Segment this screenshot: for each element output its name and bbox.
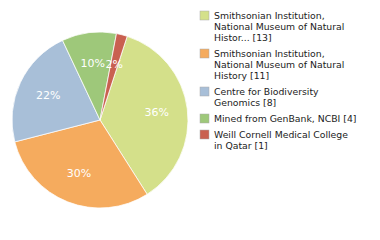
chart: 36%30%22%10%2%Smithsonian Institution,Na… <box>0 0 380 240</box>
legend-label-line: National Museum of Natural <box>214 21 344 32</box>
data-label: 10% <box>81 57 105 70</box>
legend-swatch <box>200 49 209 58</box>
legend-label-line: Weill Cornell Medical College <box>214 129 348 140</box>
data-label: 22% <box>36 89 60 102</box>
legend: Smithsonian Institution,National Museum … <box>200 10 356 151</box>
legend-item: Mined from GenBank, NCBI [4] <box>200 113 356 124</box>
legend-swatch <box>200 11 209 20</box>
legend-item: Weill Cornell Medical Collegein Qatar [1… <box>200 129 348 151</box>
legend-label-line: Centre for Biodiversity <box>214 86 319 97</box>
legend-label: Weill Cornell Medical Collegein Qatar [1… <box>214 129 348 151</box>
legend-label-line: History [11] <box>214 70 269 81</box>
pie-slice <box>100 34 127 120</box>
legend-swatch <box>200 130 209 139</box>
legend-label-line: Smithsonian Institution, <box>214 10 325 21</box>
legend-label: Centre for BiodiversityGenomics [8] <box>214 86 319 108</box>
legend-item: Smithsonian Institution,National Museum … <box>200 10 344 43</box>
pie <box>12 32 188 208</box>
data-label: 2% <box>105 58 122 71</box>
data-label: 36% <box>145 106 169 119</box>
legend-label-line: in Qatar [1] <box>214 140 268 151</box>
legend-label-line: Histor... [13] <box>214 32 272 43</box>
legend-swatch <box>200 114 209 123</box>
legend-item: Centre for BiodiversityGenomics [8] <box>200 86 319 108</box>
data-label: 30% <box>67 167 91 180</box>
legend-label-line: Mined from GenBank, NCBI [4] <box>214 113 356 124</box>
legend-label-line: Smithsonian Institution, <box>214 48 325 59</box>
legend-label-line: National Museum of Natural <box>214 59 344 70</box>
data-labels: 36% 30% 22% 10%2% <box>36 57 169 180</box>
legend-swatch <box>200 87 209 96</box>
legend-label-line: Genomics [8] <box>214 97 276 108</box>
legend-label: Smithsonian Institution,National Museum … <box>214 10 344 43</box>
legend-label: Mined from GenBank, NCBI [4] <box>214 113 356 124</box>
legend-label: Smithsonian Institution,National Museum … <box>214 48 344 81</box>
legend-item: Smithsonian Institution,National Museum … <box>200 48 344 81</box>
